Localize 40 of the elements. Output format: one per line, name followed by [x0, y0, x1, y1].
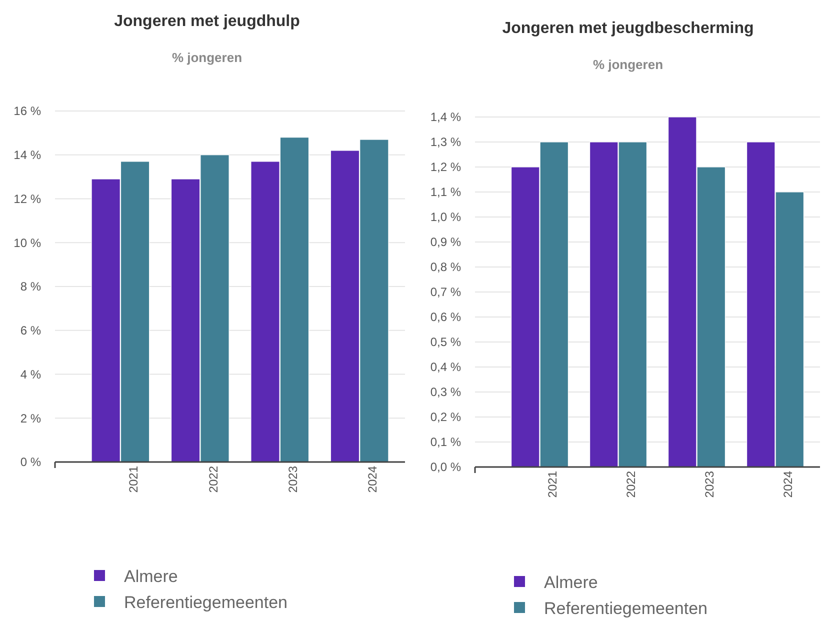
- y-tick-label: 0,9 %: [430, 235, 462, 250]
- y-tick-label: 1,2 %: [430, 160, 462, 174]
- legend-label: Referentiegemeenten: [124, 592, 288, 612]
- y-tick-label: 6 %: [20, 324, 42, 338]
- x-tick-label: 2021: [546, 470, 560, 498]
- y-tick-label: 10 %: [14, 236, 42, 250]
- y-tick-label: 0,6 %: [430, 310, 462, 324]
- y-tick-label: 8 %: [20, 280, 42, 294]
- x-tick-label: 2024: [366, 466, 380, 493]
- y-tick-label: 4 %: [20, 367, 42, 382]
- y-tick-label: 14 %: [14, 148, 42, 162]
- y-tick-label: 0,5 %: [430, 335, 462, 350]
- y-tick-label: 0,1 %: [430, 435, 462, 450]
- chart-title: Jongeren met jeugdbescherming: [502, 20, 754, 37]
- y-tick-label: 0,4 %: [430, 360, 462, 374]
- y-tick-label: 0 %: [20, 455, 42, 470]
- y-tick-label: 1,0 %: [430, 210, 462, 224]
- y-tick-label: 2 %: [20, 411, 42, 426]
- y-tick-label: 0,2 %: [430, 410, 462, 424]
- y-tick-label: 1,3 %: [430, 135, 462, 150]
- y-tick-label: 16 %: [14, 104, 42, 118]
- legend-label: Referentiegemeenten: [544, 598, 708, 618]
- chart-subtitle: % jongeren: [592, 57, 664, 72]
- chart-title: Jongeren met jeugdhulp: [114, 13, 300, 30]
- x-tick-label: 2023: [702, 470, 717, 498]
- x-tick-label: 2024: [781, 470, 796, 498]
- y-tick-label: 1,1 %: [430, 185, 462, 200]
- y-tick-label: 0,0 %: [430, 460, 462, 474]
- y-tick-label: 0,8 %: [430, 260, 462, 274]
- legend-label: Almere: [544, 572, 598, 592]
- x-tick-label: 2022: [206, 466, 220, 493]
- y-tick-label: 0,3 %: [430, 385, 462, 400]
- x-tick-label: 2023: [286, 466, 300, 493]
- y-tick-label: 1,4 %: [430, 110, 462, 124]
- y-tick-label: 0,7 %: [430, 285, 462, 300]
- y-tick-label: 12 %: [14, 192, 42, 206]
- legend-label: Almere: [124, 566, 178, 586]
- chart-subtitle: % jongeren: [172, 50, 242, 65]
- x-tick-label: 2022: [624, 470, 638, 498]
- x-tick-label: 2021: [126, 466, 141, 493]
